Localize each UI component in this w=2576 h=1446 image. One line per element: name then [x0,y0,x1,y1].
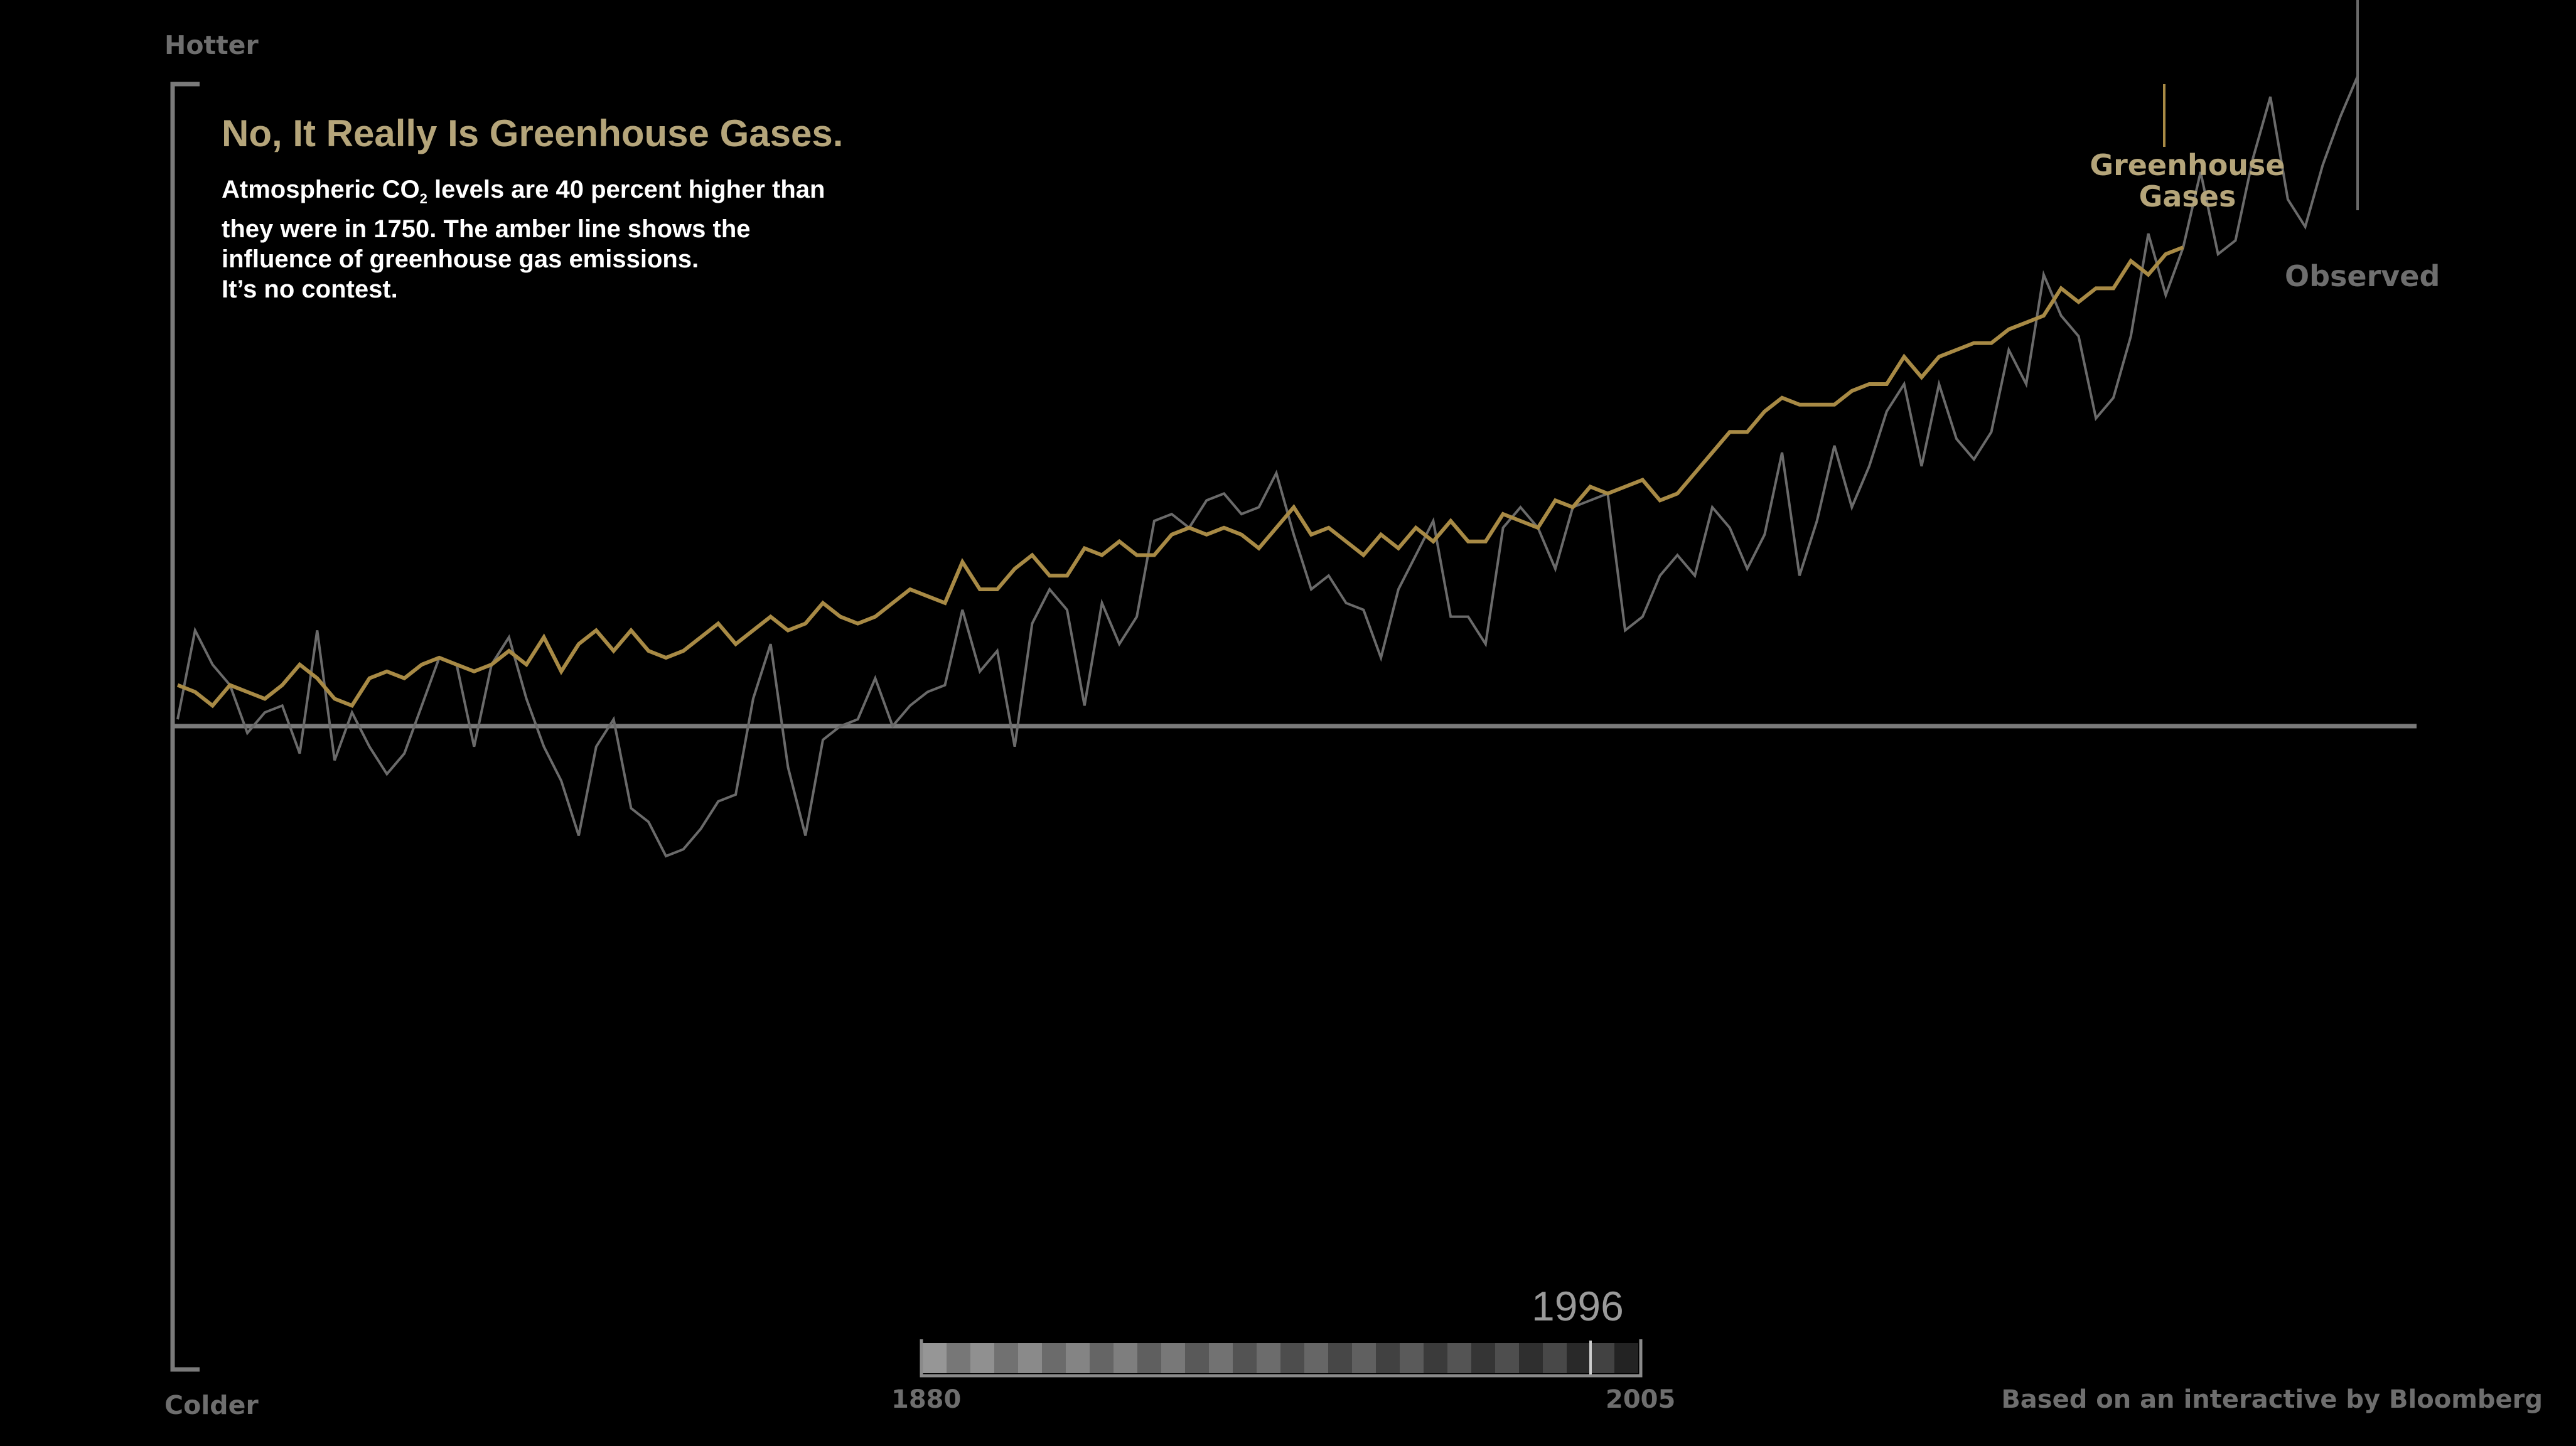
timeline-end-year: 2005 [1606,1385,1676,1414]
series-line-observed [176,75,2359,858]
subtitle-line-2: they were in 1750. The amber line shows … [222,215,751,243]
subtitle-line-3: influence of greenhouse gas emissions. [222,245,699,273]
y-axis-label-hotter: Hotter [164,30,259,60]
timeline-segment [1042,1343,1066,1373]
timeline-segment [1114,1343,1137,1373]
timeline-segment [923,1343,947,1373]
timeline-segment [994,1343,1018,1373]
timeline-segment [1280,1343,1304,1373]
timeline-segment [1376,1343,1400,1373]
timeline-segment [1400,1343,1424,1373]
timeline-segment [1233,1343,1257,1373]
timeline-segment [1161,1343,1185,1373]
timeline-slider-frame [920,1339,1643,1378]
subtitle-line-4: It’s no contest. [222,276,398,303]
timeline-segment [1185,1343,1209,1373]
timeline-start-year: 1880 [891,1385,962,1414]
timeline-segment [947,1343,970,1373]
current-year-display: 1996 [1532,1283,1624,1329]
timeline-segment [1018,1343,1042,1373]
timeline-segment [1209,1343,1233,1373]
source-credit: Based on an interactive by Bloomberg [2001,1385,2543,1414]
y-axis-label-colder: Colder [164,1390,259,1420]
timeline-segment [1591,1343,1614,1373]
timeline-segment [1304,1343,1328,1373]
series-line-greenhouse-gases [176,245,2184,709]
timeline-slider[interactable] [923,1343,1638,1373]
timeline-segment [1447,1343,1471,1373]
timeline-segment [1424,1343,1447,1373]
timeline-segment [1614,1343,1638,1373]
subtitle: Atmospheric CO2 levels are 40 percent hi… [222,174,899,304]
timeline-segment [1090,1343,1114,1373]
series-label-observed: Observed [2285,259,2440,293]
timeline-segment [970,1343,994,1373]
series-label-greenhouse-gases: Greenhouse Gases [2090,148,2285,213]
timeline-segment [1066,1343,1090,1373]
timeline-segment [1519,1343,1543,1373]
timeline-segment [1352,1343,1376,1373]
page-title: No, It Really Is Greenhouse Gases. [222,112,844,154]
timeline-segment [1471,1343,1495,1373]
timeline-segment [1328,1343,1352,1373]
subtitle-line-1: Atmospheric CO2 levels are 40 percent hi… [222,176,825,206]
timeline-segment [1567,1343,1591,1373]
timeline-segment [1257,1343,1280,1373]
timeline-segment [1495,1343,1519,1373]
timeline-segment [1137,1343,1161,1373]
timeline-segment [1543,1343,1567,1373]
